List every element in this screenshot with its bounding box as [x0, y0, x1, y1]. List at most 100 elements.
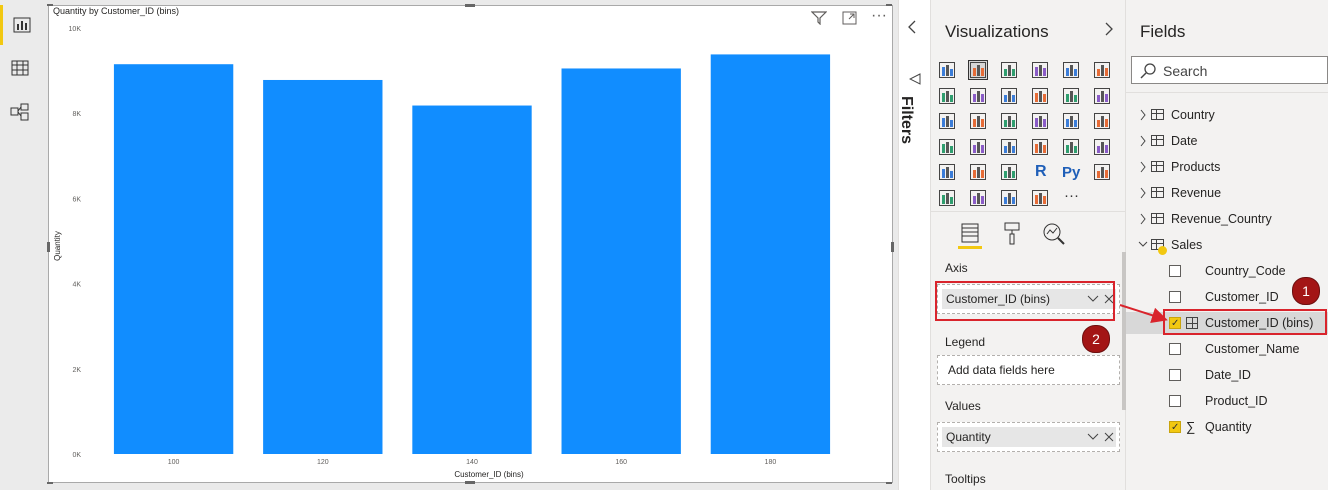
field-table-revenue[interactable]: Revenue	[1126, 182, 1328, 204]
field-checkbox[interactable]	[1169, 291, 1181, 303]
field-country-code[interactable]: Country_Code	[1126, 260, 1328, 282]
resize-handle-topright[interactable]	[886, 4, 892, 6]
chevron-right-icon[interactable]	[1138, 208, 1148, 239]
chart-bar[interactable]	[113, 64, 234, 455]
field-table-products[interactable]: Products	[1126, 156, 1328, 178]
python-visual-icon[interactable]: Py	[1061, 162, 1081, 182]
legend-well[interactable]: Add data fields here	[937, 355, 1120, 385]
table-icon[interactable]	[968, 162, 988, 182]
field-customer-id[interactable]: Customer_ID	[1126, 286, 1328, 308]
stacked-bar-icon[interactable]	[937, 60, 957, 80]
chevron-right-icon[interactable]	[1138, 182, 1148, 213]
paginated-report-icon[interactable]	[999, 188, 1019, 208]
clustered-bar-icon[interactable]	[999, 60, 1019, 80]
more-visuals-icon[interactable]: ···	[1061, 187, 1081, 208]
chevron-right-icon[interactable]	[1138, 156, 1148, 187]
model-view-icon[interactable]	[0, 92, 40, 132]
chevron-right-icon[interactable]	[1138, 130, 1148, 161]
expand-viz-chevron-icon[interactable]	[1104, 22, 1114, 41]
field-checkbox[interactable]	[1169, 417, 1181, 439]
waterfall-icon[interactable]	[937, 111, 957, 131]
key-influencers-icon[interactable]	[1092, 162, 1112, 182]
chevron-right-icon[interactable]	[1138, 104, 1148, 135]
field-table-sales[interactable]: Sales	[1126, 234, 1328, 256]
slicer-icon[interactable]	[937, 162, 957, 182]
stacked-area-icon[interactable]	[999, 86, 1019, 106]
fields-tab-icon[interactable]	[955, 220, 985, 250]
line-stacked-column-icon[interactable]	[1061, 86, 1081, 106]
more-options-icon[interactable]: ···	[871, 7, 887, 24]
multi-row-card-icon[interactable]	[1061, 137, 1081, 157]
funnel-icon[interactable]	[968, 111, 988, 131]
field-customer-id-bins[interactable]: Customer_ID (bins)	[1126, 312, 1328, 335]
field-table-date[interactable]: Date	[1126, 130, 1328, 152]
field-checkbox[interactable]	[1169, 313, 1181, 335]
column-chart-visual[interactable]: Quantity by Customer_ID (bins) ··· 0K 2K 4…	[47, 4, 894, 484]
values-field-pill[interactable]: Quantity	[942, 427, 1116, 447]
field-table-revenue-country[interactable]: Revenue_Country	[1126, 208, 1328, 230]
filters-pane-collapsed[interactable]: Filters	[898, 0, 931, 490]
kpi-icon[interactable]	[1092, 137, 1112, 157]
power-apps-icon[interactable]	[1030, 188, 1050, 208]
field-checkbox[interactable]	[1169, 395, 1181, 407]
chart-bar[interactable]	[263, 79, 383, 455]
field-quantity[interactable]: ∑ Quantity	[1126, 416, 1328, 439]
field-date-id[interactable]: Date_ID	[1126, 364, 1328, 386]
analytics-tab-icon[interactable]	[1039, 220, 1069, 250]
card-icon[interactable]	[1030, 137, 1050, 157]
chevron-down-icon[interactable]	[1138, 234, 1148, 265]
remove-field-icon[interactable]	[1104, 427, 1114, 453]
matrix-icon[interactable]	[999, 162, 1019, 182]
resize-handle-bottomleft[interactable]	[47, 482, 53, 484]
clustered-column-icon[interactable]	[1030, 60, 1050, 80]
gauge-icon[interactable]	[999, 137, 1019, 157]
axis-field-pill[interactable]: Customer_ID (bins)	[942, 289, 1116, 309]
values-well[interactable]: Quantity	[937, 422, 1120, 452]
chart-bar[interactable]	[710, 54, 831, 455]
100-stacked-bar-icon[interactable]	[1061, 60, 1081, 80]
format-tab-icon[interactable]	[997, 220, 1027, 250]
pie-icon[interactable]	[1030, 111, 1050, 131]
filter-icon[interactable]	[810, 11, 828, 29]
resize-handle-bottom[interactable]	[465, 481, 475, 484]
treemap-icon[interactable]	[1092, 111, 1112, 131]
resize-handle-bottomright[interactable]	[886, 482, 892, 484]
field-table-country[interactable]: Country	[1126, 104, 1328, 126]
scatter-icon[interactable]	[999, 111, 1019, 131]
field-customer-name[interactable]: Customer_Name	[1126, 338, 1328, 360]
chevron-down-icon[interactable]	[1087, 289, 1099, 315]
donut-icon[interactable]	[1061, 111, 1081, 131]
area-chart-icon[interactable]	[968, 86, 988, 106]
decomposition-tree-icon[interactable]	[937, 188, 957, 208]
data-view-icon[interactable]	[0, 48, 40, 88]
resize-handle-right[interactable]	[891, 242, 894, 252]
field-checkbox[interactable]	[1169, 369, 1181, 381]
filled-map-icon[interactable]	[968, 137, 988, 157]
qa-icon[interactable]	[968, 188, 988, 208]
line-clustered-column-icon[interactable]	[1030, 86, 1050, 106]
ribbon-chart-icon[interactable]	[1092, 86, 1112, 106]
viz-pane-scrollbar[interactable]	[1122, 252, 1127, 410]
map-icon[interactable]	[937, 137, 957, 157]
report-view-icon[interactable]	[0, 5, 40, 45]
focus-mode-icon[interactable]	[842, 11, 857, 29]
resize-handle-left[interactable]	[47, 242, 50, 252]
filters-label[interactable]: Filters	[898, 96, 915, 145]
resize-handle-topleft[interactable]	[47, 4, 53, 6]
resize-handle-top[interactable]	[465, 4, 475, 7]
chart-bar[interactable]	[561, 68, 681, 454]
r-visual-icon[interactable]: R	[1030, 162, 1050, 182]
stacked-column-icon[interactable]	[968, 60, 988, 80]
field-checkbox[interactable]	[1169, 265, 1181, 277]
line-chart-icon[interactable]	[937, 86, 957, 106]
field-product-id[interactable]: Product_ID	[1126, 390, 1328, 412]
left-navigation-rail	[0, 0, 40, 490]
field-checkbox[interactable]	[1169, 343, 1181, 355]
search-input[interactable]: Search	[1131, 56, 1328, 84]
remove-field-icon[interactable]	[1104, 289, 1114, 315]
chevron-down-icon[interactable]	[1087, 427, 1099, 453]
100-stacked-column-icon[interactable]	[1092, 60, 1112, 80]
collapse-viz-chevron-icon[interactable]	[907, 20, 917, 37]
chart-bar[interactable]	[412, 105, 532, 455]
axis-well[interactable]: Customer_ID (bins)	[937, 284, 1120, 314]
